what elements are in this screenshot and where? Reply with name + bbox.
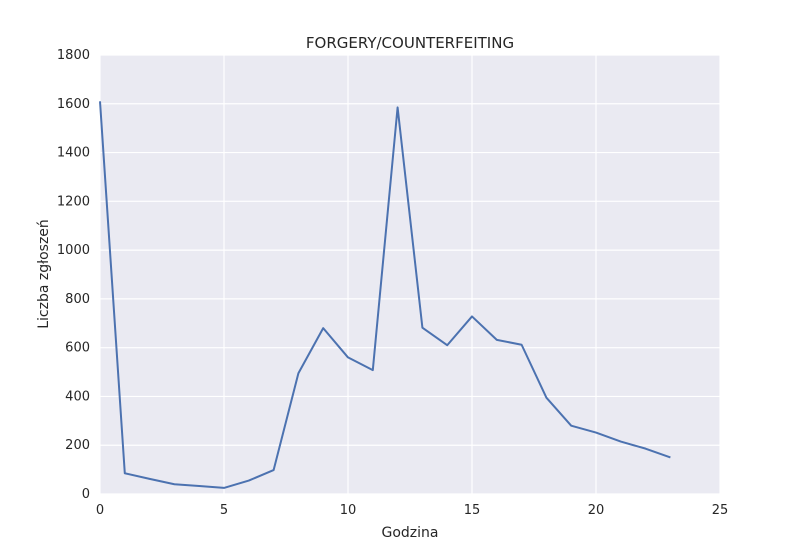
chart-title: FORGERY/COUNTERFEITING	[306, 34, 514, 52]
x-tick-label: 25	[712, 503, 729, 518]
x-tick-label: 15	[464, 503, 481, 518]
y-tick-label: 1800	[57, 48, 90, 63]
y-tick-label: 200	[65, 438, 90, 453]
plot-area	[100, 55, 720, 494]
y-tick-label: 800	[65, 292, 90, 307]
y-tick-label: 0	[82, 487, 90, 502]
grid-lines	[99, 54, 721, 495]
y-axis-label: Liczba zgłoszeń	[36, 219, 52, 329]
x-tick-label: 0	[96, 503, 104, 518]
y-tick-label: 1000	[57, 243, 90, 258]
y-tick-label: 1600	[57, 97, 90, 112]
x-tick-label: 5	[220, 503, 228, 518]
series-line	[99, 101, 671, 489]
y-tick-label: 600	[65, 341, 90, 356]
y-tick-label: 1200	[57, 194, 90, 209]
x-axis-ticks: 0 5 10 15 20 25	[96, 503, 728, 518]
series-layer	[99, 101, 671, 489]
x-tick-label: 10	[340, 503, 357, 518]
y-tick-label: 1400	[57, 146, 90, 161]
x-axis-label: Godzina	[382, 525, 439, 541]
y-axis-ticks: 0 200 400 600 800 1000 1200 1400 1600 1800	[57, 48, 90, 502]
x-tick-label: 20	[588, 503, 605, 518]
y-tick-label: 400	[65, 389, 90, 404]
